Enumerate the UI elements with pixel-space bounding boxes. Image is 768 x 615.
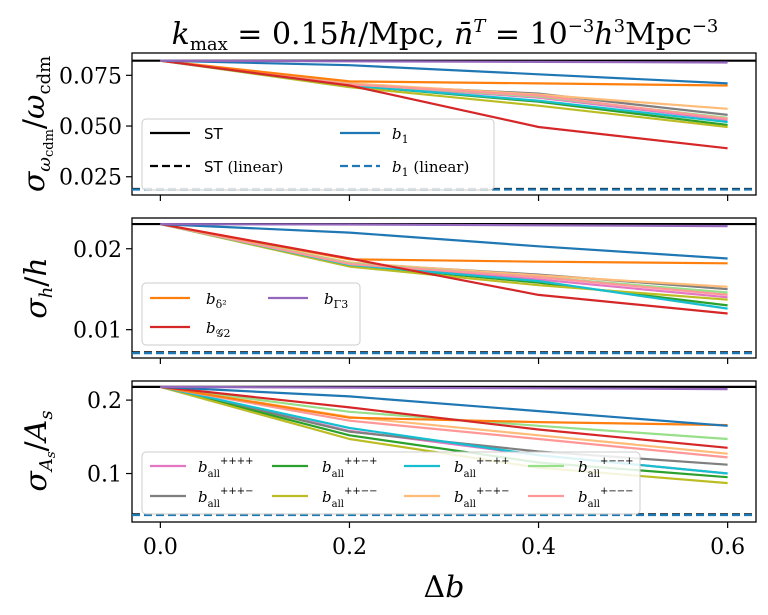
y-tick-label: 0.2 bbox=[87, 389, 122, 414]
legend-label-ppmm: ball++−− bbox=[322, 486, 377, 510]
legend-label-st-linear: ST (linear) bbox=[204, 158, 283, 176]
series-line-b1 bbox=[160, 59, 728, 85]
series-line-bd2 bbox=[160, 59, 728, 87]
series-line-bG2 bbox=[160, 223, 728, 315]
legend-label-b-gamma3: bΓ3 bbox=[324, 290, 348, 311]
legend-label-pmpm: ball+−+− bbox=[454, 486, 509, 510]
panel-omega-cdm: 0.025 0.050 0.075 ST ST (linear) b1 b1 (li… bbox=[59, 52, 757, 201]
panel-frame bbox=[131, 217, 757, 359]
x-tick-label: 0.2 bbox=[332, 535, 367, 560]
legend-label-pmmm: ball+−−− bbox=[578, 486, 633, 510]
panel-as: 0.1 0.2 ball++++ ball+++− ball++−+ ball++… bbox=[87, 380, 757, 528]
x-tick-label: 0.0 bbox=[143, 535, 178, 560]
panel-frame bbox=[131, 380, 757, 523]
legend-label-b-delta2: bδ² bbox=[206, 290, 227, 311]
x-tick-label: 0.4 bbox=[521, 535, 556, 560]
legend-label-pppp: ball++++ bbox=[198, 456, 253, 480]
legend-label-pppm: ball+++− bbox=[198, 486, 253, 510]
legend: bδ² b𝒢2 bΓ3 bbox=[141, 282, 361, 346]
legend-label-b1-linear: b1 (linear) bbox=[392, 158, 469, 179]
series-line-pmmm bbox=[160, 385, 728, 459]
xlabel: Δb bbox=[424, 570, 465, 605]
plot-area: 0.025 0.050 0.075 bbox=[59, 59, 756, 201]
panel-h: 0.01 0.02 bδ² b𝒢2 bΓ3 bbox=[73, 217, 757, 364]
chart-title: kmax = 0.15h/Mpc, n̄T = 10−3h3Mpc−3 bbox=[172, 16, 719, 55]
series-line-bd2 bbox=[160, 385, 728, 427]
legend: ST ST (linear) b1 b1 (linear) bbox=[141, 118, 495, 191]
legend-label-ppmp: ball++−+ bbox=[322, 456, 377, 480]
legend-label-b-g2: b𝒢2 bbox=[206, 319, 230, 340]
series-line-pmmp bbox=[160, 385, 728, 441]
legend-label-st: ST bbox=[204, 125, 224, 143]
y-tick-label: 0.01 bbox=[73, 319, 122, 344]
x-tick-label: 0.6 bbox=[710, 535, 745, 560]
series-line-bG3 bbox=[160, 59, 728, 64]
legend-label-b1: b1 bbox=[392, 125, 409, 146]
ylabel-omega-cdm: σωcdm/ωcdm bbox=[17, 56, 57, 192]
y-tick-label: 0.1 bbox=[87, 463, 122, 488]
series-line-bG3 bbox=[160, 385, 728, 391]
series-line-pppm bbox=[160, 223, 728, 291]
legend-label-pmpp: ball+−++ bbox=[454, 456, 509, 480]
plot-area: 0.01 0.02 bbox=[73, 222, 756, 364]
legend-label-pmmp: ball+−−+ bbox=[578, 456, 633, 480]
series-line-b1 bbox=[160, 385, 728, 427]
legend: ball++++ ball+++− ball++−+ ball++−− ball… bbox=[141, 451, 641, 515]
ylabel-h: σh/h bbox=[19, 257, 57, 319]
series-line-bG2 bbox=[160, 59, 728, 150]
y-tick-label: 0.02 bbox=[73, 238, 122, 263]
series-line-bG3 bbox=[160, 223, 728, 228]
y-tick-label: 0.025 bbox=[59, 166, 122, 191]
x-axis-ticks: 0.0 0.2 0.4 0.6 bbox=[143, 535, 745, 560]
ylabel-as: σAs/As bbox=[19, 410, 59, 491]
series-line-pmmm bbox=[160, 223, 728, 296]
legend-box bbox=[141, 118, 495, 191]
legend-box bbox=[141, 451, 641, 515]
series-line-bG2 bbox=[160, 385, 728, 449]
y-tick-label: 0.075 bbox=[59, 64, 122, 89]
series-line-b1 bbox=[160, 223, 728, 260]
y-tick-label: 0.050 bbox=[59, 115, 122, 140]
panel-frame bbox=[131, 52, 757, 196]
